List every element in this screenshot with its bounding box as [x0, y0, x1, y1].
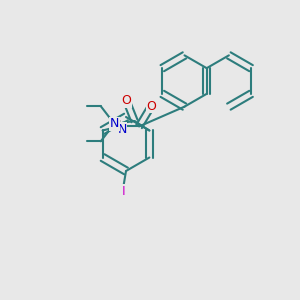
Text: H: H: [113, 120, 122, 130]
Text: N: N: [117, 123, 127, 136]
Text: N: N: [110, 117, 119, 130]
Text: O: O: [146, 100, 156, 113]
Text: O: O: [122, 94, 131, 107]
Text: I: I: [122, 185, 125, 198]
